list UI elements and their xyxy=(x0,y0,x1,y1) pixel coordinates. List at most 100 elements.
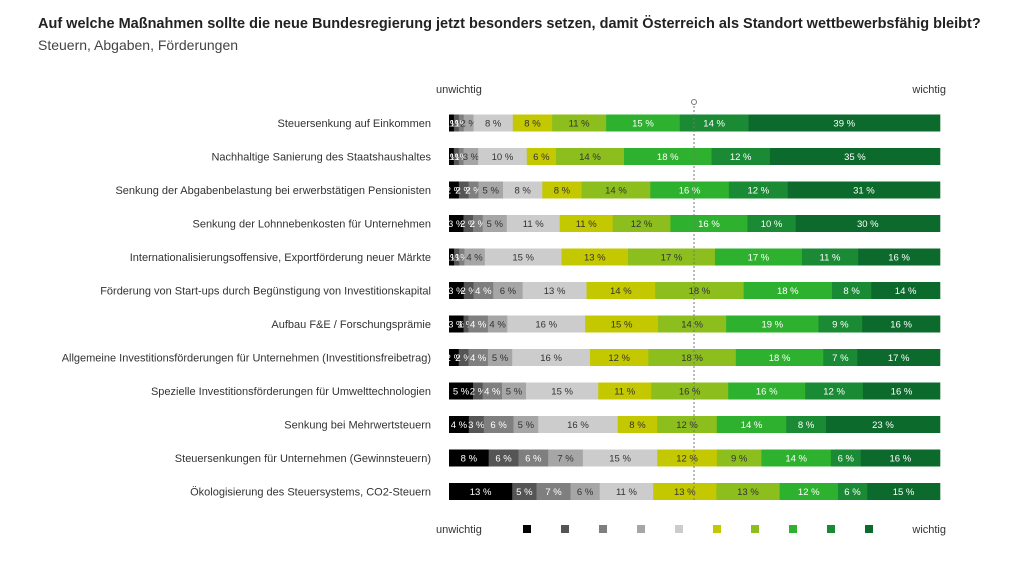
bar-segment xyxy=(468,315,489,333)
segment-value-label: 14 % xyxy=(785,454,807,465)
segment-value-label: 4 % xyxy=(466,253,483,264)
bar-segment xyxy=(512,483,537,500)
segment-value-label: 4 % xyxy=(470,320,487,331)
segment-value-label: 8 % xyxy=(843,286,860,297)
bar-segment xyxy=(599,483,654,500)
bar-row: Steuersenkungen für Unternehmen (Gewinns… xyxy=(175,449,941,467)
midline-marker xyxy=(691,99,697,105)
chart-subtitle: Steuern, Abgaben, Förderungen xyxy=(38,37,239,53)
bar-segment xyxy=(507,315,586,333)
category-label: Nachhaltige Sanierung des Staatshaushalt… xyxy=(211,152,431,164)
segment-value-label: 10 % xyxy=(761,219,783,230)
segment-value-label: 14 % xyxy=(605,186,627,197)
bar-segment xyxy=(716,449,762,467)
segment-value-label: 8 % xyxy=(554,186,571,197)
category-label: Steuersenkung auf Einkommen xyxy=(278,118,431,130)
segment-value-label: 5 % xyxy=(487,219,504,230)
bar-segment xyxy=(449,449,489,467)
segment-value-label: 12 % xyxy=(676,420,698,431)
segment-value-label: 1% xyxy=(454,119,468,130)
segment-value-label: 2 % xyxy=(470,387,487,398)
bar-segment xyxy=(657,449,718,467)
bar-segment xyxy=(522,282,587,299)
segment-value-label: 8 % xyxy=(461,454,478,465)
bar-segment xyxy=(728,181,789,199)
segment-value-label: 18 % xyxy=(769,353,791,364)
bar-segment xyxy=(473,382,483,400)
bar-segment xyxy=(468,349,489,366)
scale-right-label-top: wichtig xyxy=(911,84,946,96)
segment-value-label: 11 % xyxy=(523,219,545,230)
segment-value-label: 14 % xyxy=(741,420,763,431)
bar-segment xyxy=(449,181,460,199)
segment-value-label: 14 % xyxy=(703,119,725,130)
bar-segment xyxy=(837,483,868,500)
segment-value-label: 14 % xyxy=(579,152,601,163)
bar-segment xyxy=(463,282,474,299)
segment-value-label: 5 % xyxy=(506,387,523,398)
segment-value-label: 6 % xyxy=(500,286,517,297)
bar-segment xyxy=(716,483,780,500)
segment-value-label: 6 % xyxy=(844,487,861,498)
segment-value-label: 3 % xyxy=(448,320,465,331)
bar-segment xyxy=(830,449,861,467)
segment-value-label: 2 % xyxy=(446,186,463,197)
category-label: Förderung von Start-ups durch Begünstigu… xyxy=(100,286,431,298)
bar-segment xyxy=(624,148,712,165)
segment-value-label: 15 % xyxy=(609,454,631,465)
category-label: Spezielle Investitionsförderungen für Um… xyxy=(151,386,431,398)
segment-value-label: 30 % xyxy=(857,219,879,230)
segment-value-label: 1% xyxy=(445,253,459,264)
legend-swatch xyxy=(637,525,645,533)
bar-row: Steuersenkung auf Einkommen 1%1%1%2 % 8 % 8… xyxy=(278,114,941,132)
legend-swatch xyxy=(523,525,531,533)
segment-value-label: 39 % xyxy=(833,119,855,130)
bar-segment xyxy=(488,449,519,467)
segment-value-label: 12 % xyxy=(631,219,653,230)
bar-segment xyxy=(818,315,863,333)
bar-segment xyxy=(453,148,460,165)
segment-value-label: 16 % xyxy=(535,320,557,331)
legend-swatch xyxy=(713,525,721,533)
bar-segment xyxy=(823,349,858,366)
bar-segment xyxy=(862,382,941,400)
bar-segment xyxy=(449,282,465,299)
segment-value-label: 7 % xyxy=(545,487,562,498)
bar-segment xyxy=(478,181,504,199)
bar-segment xyxy=(716,416,787,433)
bar-segment xyxy=(581,181,651,199)
segment-value-label: 3 % xyxy=(448,219,465,230)
segment-value-label: 14 % xyxy=(610,286,632,297)
bar-segment xyxy=(453,114,460,132)
segment-value-label: 18 % xyxy=(689,286,711,297)
bar-segment xyxy=(606,114,681,132)
bar-segment xyxy=(612,215,671,232)
bar-segment xyxy=(555,148,625,165)
segment-value-label: 13 % xyxy=(737,487,759,498)
bar-segment xyxy=(483,416,514,433)
segment-value-label: 16 % xyxy=(890,320,912,331)
bar-segment xyxy=(867,483,941,500)
legend-swatch xyxy=(865,525,873,533)
bar-segment xyxy=(582,449,658,467)
segment-value-label: 15 % xyxy=(611,320,633,331)
bar-segment xyxy=(653,483,717,500)
segment-value-label: 1% xyxy=(445,152,459,163)
segment-value-label: 12 % xyxy=(730,152,752,163)
bar-segment xyxy=(679,114,749,132)
bar-segment xyxy=(585,315,659,333)
segment-value-label: 13 % xyxy=(674,487,696,498)
category-label: Senkung der Lohnnebenkosten für Unterneh… xyxy=(192,219,431,231)
bar-segment xyxy=(860,449,941,467)
bar-segment xyxy=(449,382,474,400)
segment-value-label: 1% xyxy=(449,119,463,130)
bar-segment xyxy=(728,382,806,400)
segment-value-label: 16 % xyxy=(698,219,720,230)
bar-segment xyxy=(761,449,832,467)
segment-value-label: 12 % xyxy=(608,353,630,364)
bar-segment xyxy=(795,215,941,232)
bar-segment xyxy=(513,416,539,433)
bar-segment xyxy=(473,215,483,232)
bar-segment xyxy=(458,114,465,132)
